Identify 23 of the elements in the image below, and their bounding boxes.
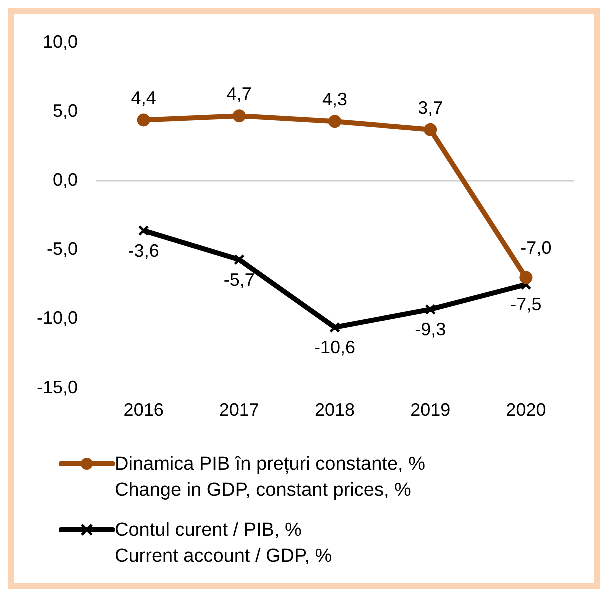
data-label: 4,3 — [322, 90, 348, 110]
data-label: 3,7 — [418, 98, 444, 118]
data-label: 4,7 — [226, 84, 252, 104]
data-label: 4,4 — [131, 88, 156, 108]
y-tick-label: 5,0 — [52, 100, 78, 121]
legend-label: Contul curent / PIB, % Current account / GDP, % — [115, 519, 332, 569]
y-tick-label: 10,0 — [42, 32, 78, 52]
data-label: -3,6 — [128, 240, 160, 261]
y-tick-label: 0,0 — [52, 170, 78, 190]
data-label: -5,7 — [224, 270, 255, 290]
x-tick-label: 2017 — [219, 400, 260, 420]
x-tick-label: 2016 — [124, 400, 164, 420]
data-label: -9,3 — [415, 320, 446, 340]
legend-label: Dinamica PIB în prețuri constante, % Change in GDP, constant prices, % — [115, 453, 426, 503]
x-tick-label: 2020 — [506, 400, 546, 420]
data-label: -7,5 — [510, 294, 542, 315]
data-label: -7,0 — [520, 238, 552, 258]
y-tick-label: -10,0 — [36, 308, 78, 328]
y-tick-label: -5,0 — [46, 239, 78, 260]
x-tick-label: 2019 — [410, 400, 451, 420]
data-label: -10,6 — [314, 338, 356, 358]
x-tick-label: 2018 — [314, 400, 356, 420]
y-tick-label: -15,0 — [36, 377, 78, 398]
